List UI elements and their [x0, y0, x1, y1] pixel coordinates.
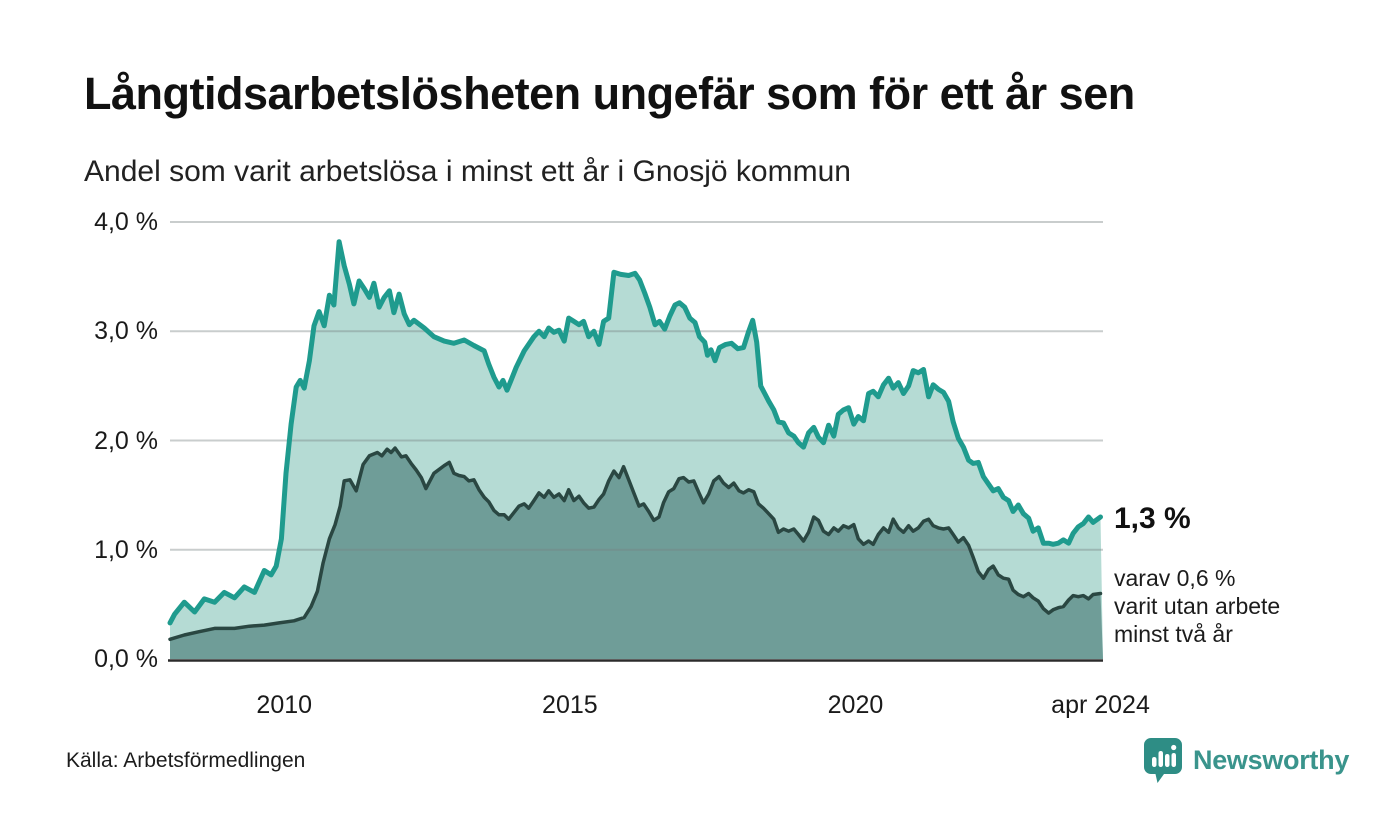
newsworthy-bubble-chart-icon: [1144, 738, 1182, 783]
x-tick-label: apr 2024: [1051, 691, 1150, 719]
y-tick-label: 2,0 %: [94, 426, 158, 455]
y-tick-label: 0,0 %: [94, 645, 158, 673]
y-tick-label: 4,0 %: [94, 208, 158, 236]
x-tick-label: 2020: [827, 691, 884, 719]
note-line-3: minst två år: [1114, 621, 1233, 647]
y-tick-label: 3,0 %: [94, 317, 158, 346]
page-title: Långtidsarbetslösheten ungefär som för e…: [84, 68, 1135, 119]
newsworthy-logo: Newsworthy: [1143, 737, 1349, 784]
end-value-note: varav 0,6 % varit utan arbete minst två …: [1114, 564, 1280, 648]
area-fill-minst två år: [170, 448, 1103, 659]
series-line-minst ett år: [167, 239, 1103, 626]
note-line-2: varit utan arbete: [1114, 593, 1281, 619]
x-tick-label: 2015: [542, 691, 598, 719]
note-line-1: varav 0,6 %: [1114, 565, 1236, 591]
newsworthy-logo-text: Newsworthy: [1193, 745, 1350, 775]
series-line-minst två år: [168, 446, 1103, 642]
source-attribution: Källa: Arbetsförmedlingen: [66, 749, 306, 772]
x-tick-label: 2010: [256, 691, 313, 719]
end-value-label: 1,3 %: [1114, 502, 1191, 535]
chart-subtitle: Andel som varit arbetslösa i minst ett å…: [84, 155, 851, 188]
y-tick-label: 1,0 %: [94, 535, 158, 564]
